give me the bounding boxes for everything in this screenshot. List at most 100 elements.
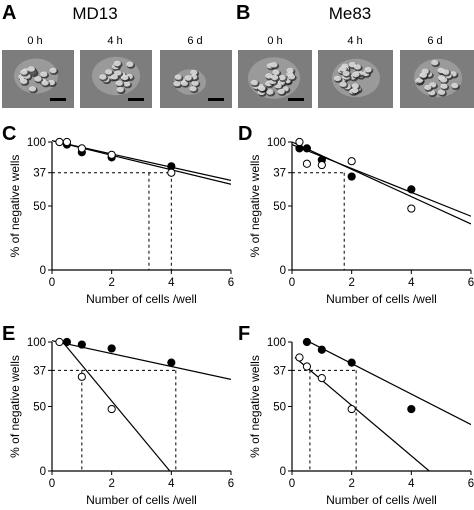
x-tick-label: 2 [108,277,114,289]
data-point-open [295,137,304,147]
panel-a-title: MD13 [72,4,117,23]
cell [440,83,448,89]
cell [364,67,372,73]
panel-letter-e: E [2,323,15,345]
data-point-open [295,353,304,362]
micrographs [2,50,474,108]
chart-panel-c: C 100 37 50 00 2 4 6 Number of cells /well % of n… [2,123,234,306]
x-tick-label: 0 [49,277,55,289]
cell [113,60,121,67]
data-point-open [107,150,116,159]
y-tick-label: 37 [273,365,286,377]
cell [27,66,35,72]
cell [351,83,359,89]
panel-letter-d: D [238,123,252,145]
fit-lines [294,340,471,471]
cell [126,61,134,67]
scale-bar [208,98,224,101]
y-tick-label: 100 [27,137,46,149]
cell [99,74,107,80]
cell [419,72,428,78]
panel-letter-c: C [2,123,16,145]
scale-bar [288,98,304,101]
data-point-filled [302,144,312,153]
cell [28,86,37,92]
data-point-filled [62,337,72,347]
data-point-open [302,362,312,371]
cell [110,74,118,80]
panel-b-time-1: 4 h [347,35,362,47]
y-tick-label: 0 [40,466,46,478]
y-tick-label: 0 [40,265,46,277]
data-point-filled [77,340,86,349]
cell [34,76,42,82]
y-tick-label: 100 [267,337,286,349]
data-point-filled [347,172,356,181]
data-point-open [55,337,64,347]
x-tick-label: 4 [168,478,175,490]
panel-a-time-1: 4 h [107,35,122,47]
x-tick-label: 6 [468,277,474,289]
y-tick-label: 37 [33,365,46,377]
cell [333,75,341,82]
cell [41,80,49,86]
cell [258,85,266,92]
micrograph-b-4h [318,50,393,108]
cell [442,69,450,75]
data-point-filled [302,337,312,347]
cell [191,80,199,86]
cell [277,88,285,95]
x-tick-label: 0 [49,478,55,490]
x-axis-label: Number of cells /well [86,292,197,306]
data-point-open [317,374,326,383]
data-point-open [77,144,86,153]
panel-a-time-0: 0 h [27,35,42,47]
data-point-open [167,168,176,177]
x-tick-label: 4 [408,478,415,490]
cell [352,71,360,78]
data-point-filled [407,404,416,414]
cell [266,89,274,95]
chart-panel-d: D 100 37 50 00 2 4 6 Number of cells /well % of n… [238,123,474,306]
panel-b-title: Me83 [329,4,372,23]
cell [424,84,432,91]
y-axis-label: % of negative wells [248,355,262,458]
micrograph-a-4h [80,50,152,108]
cell [190,69,198,76]
cell [286,67,294,74]
cell [265,73,273,79]
cell [353,64,361,70]
data-point-filled [347,358,356,367]
y-axis-label: % of negative wells [8,155,22,258]
y-tick-label: 0 [280,466,286,478]
x-axis-label: Number of cells /well [326,493,437,507]
data-point-filled [107,344,116,353]
data-point-open [347,404,356,414]
cell [115,80,123,86]
y-tick-label: 37 [273,168,286,180]
data-point-filled [167,358,176,367]
cell [342,70,350,77]
cell [180,80,188,86]
cell [114,70,122,76]
cell [270,62,278,68]
cell [116,86,124,93]
x-tick-label: 2 [348,478,354,490]
x-tick-label: 6 [468,478,474,490]
micrograph-a-6d [160,50,232,108]
cell [49,67,57,74]
cell [339,81,347,87]
x-tick-label: 2 [348,277,354,289]
x-tick-label: 4 [408,277,415,289]
data-point-open [77,372,86,381]
data-point-filled [317,345,326,354]
panel-b-time-0: 0 h [267,35,282,47]
data-point-open [62,137,72,147]
cell [431,59,439,66]
data-point-open [317,160,326,170]
x-tick-label: 6 [228,277,234,289]
y-tick-label: 50 [33,201,46,213]
y-tick-label: 50 [33,402,46,414]
cell [20,78,28,85]
